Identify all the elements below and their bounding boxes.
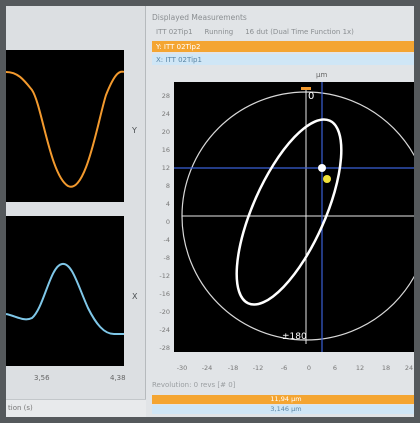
y-tick: -8	[163, 254, 170, 262]
x-tick: -18	[227, 364, 239, 372]
y-tick: -28	[159, 344, 170, 352]
y-value-readout: 11,94 µm	[152, 395, 414, 404]
y-tick: 16	[161, 146, 170, 154]
left-tick-1: 3,56	[34, 374, 50, 382]
y-tick: -4	[163, 236, 170, 244]
y-tick: -24	[159, 326, 170, 334]
x-trace-svg	[6, 263, 124, 335]
x-tick: -30	[176, 364, 188, 372]
y-tick: 24	[161, 110, 170, 118]
y-signal-trace	[6, 70, 125, 188]
x-axis-tag: X	[132, 292, 138, 301]
y-tick: 12	[161, 164, 170, 172]
y-axis-tag: Y	[132, 126, 137, 135]
revolution-label: Revolution: 0 revs [# 0]	[152, 381, 236, 389]
x-tick: 6	[332, 364, 338, 372]
status-probe: ITT 02Tip1	[156, 28, 193, 36]
x-tick: -24	[201, 364, 213, 372]
left-tick-2: 4,38	[110, 374, 126, 382]
polar-svg: 0 90 ±180	[148, 82, 414, 352]
x-tick: 24	[404, 364, 414, 372]
y-tick: -12	[159, 272, 170, 280]
measurement-pane: Displayed Measurements ITT 02Tip1 Runnin…	[146, 6, 414, 417]
time-axis-label: tion (s)	[6, 399, 146, 417]
status-mode: 16 dut (Dual Time Function 1x)	[245, 28, 354, 36]
x-time-plot	[6, 216, 124, 366]
cursor-marker-yellow[interactable]	[323, 175, 331, 183]
x-tick: 12	[355, 364, 365, 372]
angle-label-bottom: ±180	[282, 332, 307, 342]
y-tick: 20	[161, 128, 170, 136]
panel-title: Displayed Measurements	[152, 13, 247, 22]
y-tick: 28	[161, 92, 170, 100]
y-trace-svg	[6, 70, 125, 188]
x-signal-trace	[6, 263, 124, 335]
y-time-plot	[6, 50, 125, 202]
status-state: Running	[204, 28, 234, 36]
y-tick: 0	[165, 218, 170, 226]
y-tick: -16	[159, 290, 170, 298]
top-orange-marker	[301, 87, 311, 90]
y-tick: -20	[159, 308, 170, 316]
x-tick: 18	[381, 364, 391, 372]
unit-label: µm	[316, 71, 328, 79]
y-tick: 8	[165, 182, 170, 190]
channel-y-row[interactable]: Y: ITT 02Tip2	[152, 41, 414, 52]
x-tick: -6	[280, 364, 288, 372]
angle-label-top: 0	[308, 91, 314, 102]
status-row: ITT 02Tip1 Running 16 dut (Dual Time Fun…	[152, 26, 414, 38]
x-tick: -12	[252, 364, 264, 372]
cursor-marker-white[interactable]	[318, 164, 326, 172]
polar-plot: 0 90 ±180	[148, 82, 414, 352]
time-plot-pane: Y X 3,56 4,38 tion (s)	[6, 6, 146, 417]
y-tick: 4	[165, 200, 170, 208]
orbit-ellipse	[235, 118, 343, 306]
x-value-readout: 3,146 µm	[152, 405, 414, 414]
x-tick: 0	[306, 364, 312, 372]
channel-x-row[interactable]: X: ITT 02Tip1	[152, 54, 414, 65]
